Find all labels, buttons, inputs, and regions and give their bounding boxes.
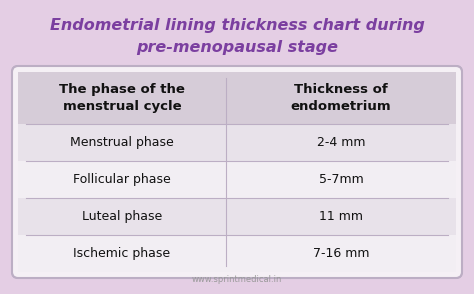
Text: 7-16 mm: 7-16 mm <box>313 247 369 260</box>
Text: Follicular phase: Follicular phase <box>73 173 171 186</box>
FancyBboxPatch shape <box>12 66 462 278</box>
Text: www.sprintmedical.in: www.sprintmedical.in <box>192 275 282 284</box>
Text: 5-7mm: 5-7mm <box>319 173 364 186</box>
Text: Ischemic phase: Ischemic phase <box>73 247 171 260</box>
Text: 2-4 mm: 2-4 mm <box>317 136 365 149</box>
Bar <box>18 72 456 124</box>
Text: Menstrual phase: Menstrual phase <box>70 136 174 149</box>
Bar <box>18 198 456 235</box>
Bar <box>18 161 456 198</box>
Text: 11 mm: 11 mm <box>319 210 363 223</box>
Text: pre-menopausal stage: pre-menopausal stage <box>136 40 338 55</box>
Text: Luteal phase: Luteal phase <box>82 210 162 223</box>
Text: The phase of the
menstrual cycle: The phase of the menstrual cycle <box>59 83 185 113</box>
Bar <box>18 235 456 272</box>
Text: Endometrial lining thickness chart during: Endometrial lining thickness chart durin… <box>50 18 424 33</box>
Bar <box>18 124 456 161</box>
Text: Thickness of
endometrium: Thickness of endometrium <box>291 83 392 113</box>
